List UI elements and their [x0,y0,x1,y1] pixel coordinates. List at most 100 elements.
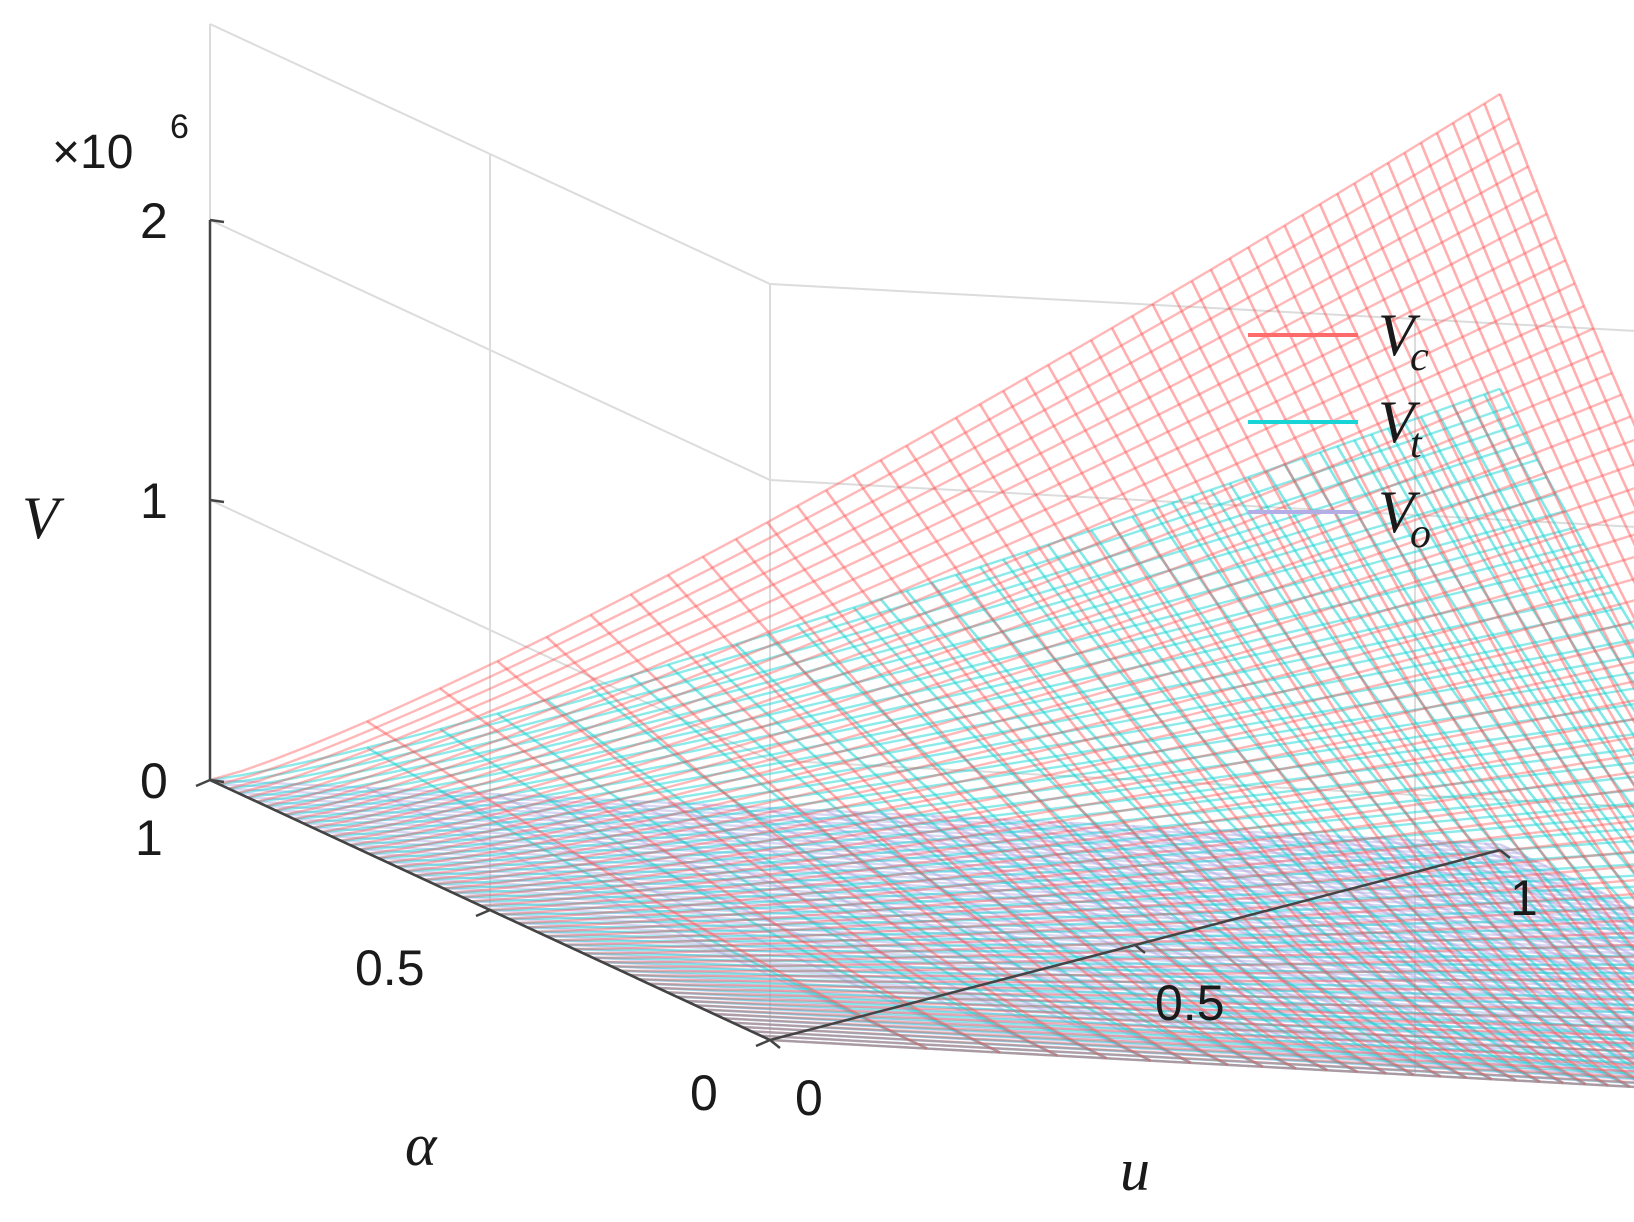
vo-surface-line [796,808,1358,1074]
vo-surface-line [517,921,1634,983]
vo-surface-line [340,839,1631,908]
vo-surface-line [1301,833,1634,993]
vo-surface-line [931,814,1493,1081]
vt-surface-line [1467,399,1634,687]
vt-surface-line [825,615,1387,1075]
vc-surface-line [589,613,1152,1062]
legend-label-vc: V [1378,302,1421,368]
vo-surface-line [415,874,1634,940]
vo-surface-line [237,791,1529,859]
vt-surface-line [471,827,1634,903]
vc-surface-line [387,533,1634,864]
vt-surface-line [433,775,1634,886]
vt-surface-line [713,1012,1634,1059]
vo-surface-line [1229,829,1634,1024]
vo-surface-line [366,786,928,1050]
vo-surface-line [713,1012,1634,1065]
vt-surface-line [1131,515,1634,1058]
vt-surface-line [496,712,1058,1057]
vo-surface-line [657,986,1634,1042]
vo-surface-line [256,800,1547,868]
vc-surface-line [1002,390,1564,1085]
vo-surface-line [769,1038,1634,1089]
vc-surface-line [657,986,1634,1001]
vc-surface-line [1336,193,1634,788]
vt-surface-line [1403,422,1634,787]
vo-surface-line [209,778,1501,846]
vo-surface-line [1191,827,1634,1040]
vt-surface-line [704,1008,1634,1053]
z-exponent-base: ×10 [52,126,133,179]
vt-surface-line [321,591,1613,834]
vc-surface-line [611,943,1634,968]
vt-surface-line [639,978,1634,1007]
vo-surface-line [620,969,1634,1026]
vt-surface-line [480,839,1634,907]
vc-surface-line [284,282,1576,816]
vt-surface-line [760,1034,1634,1084]
vc-surface-line [732,1021,1634,1067]
vo-surface-line [1436,840,1634,937]
vc-surface-line [769,1038,1634,1089]
grid-level-line [209,23,1634,332]
vc-surface-line [905,444,1468,1079]
u-axis-label: u [1120,1137,1150,1203]
vt-surface-line [589,686,1152,1062]
vt-surface-line [1151,508,1634,1045]
vo-surface-line [825,809,1387,1075]
vc-surface-line [461,699,1634,899]
vc-surface-line [368,487,1634,855]
vt-surface-line [303,559,1594,825]
vt-surface-line [766,633,1328,1072]
vo-surface-line [321,830,1613,899]
vt-surface-line [1483,393,1634,659]
vt-surface-line [657,986,1634,1021]
vt-surface-line [1283,463,1634,934]
vc-surface-line [930,430,1493,1081]
vt-surface-line [555,926,1634,943]
z-tick-label: 0 [140,753,168,809]
vt-surface-line [359,655,1634,851]
vt-surface-line [312,575,1603,829]
vc-surface-line [760,1034,1634,1084]
vo-surface-line [247,796,1538,864]
vc-surface-line [954,417,1517,1082]
vc-surface-line [723,1017,1634,1060]
vt-surface-line [536,906,1634,934]
vt-surface-line [1265,470,1634,952]
vo-surface-line [1420,839,1634,943]
vt-surface-line [228,423,1520,790]
vt-surface-line [443,788,1634,890]
vt-surface-line [629,973,1634,999]
vt-surface-line [1002,558,1564,1085]
vt-surface-line [879,598,1442,1078]
z-axis-label: V [22,485,65,551]
vc-surface-line [1171,291,1634,1015]
vc-surface-line [312,349,1604,829]
legend-sub-vt: t [1410,421,1423,467]
vo-surface-line [1025,819,1587,1086]
vt-surface-line [1110,522,1634,1070]
vt-surface-line [1498,388,1634,632]
vo-surface-line [499,913,1634,975]
vo-surface-line [702,803,1264,1068]
vc-surface-line [1419,142,1634,621]
vc-surface-line [545,636,1108,1060]
vo-surface-line [639,978,1634,1034]
vo-surface-line [695,1004,1634,1057]
vo-surface-line [955,816,1517,1082]
z-tick-label: 1 [140,473,168,529]
vo-surface-line [1266,831,1634,1008]
vc-surface-line [349,438,1634,847]
vo-surface-line [461,895,1634,959]
vc-surface-line [545,850,1634,938]
alpha-tick-label: 0 [690,1065,718,1121]
vo-surface-line [611,965,1634,1022]
vc-surface-line [499,770,1634,916]
vc-surface-line [701,555,1264,1068]
vt-surface-line [265,493,1557,808]
vc-surface-line [1190,280,1634,995]
vt-surface-line [852,606,1415,1077]
legend-label-vt: V [1378,389,1421,455]
vo-surface-line [527,926,1634,987]
